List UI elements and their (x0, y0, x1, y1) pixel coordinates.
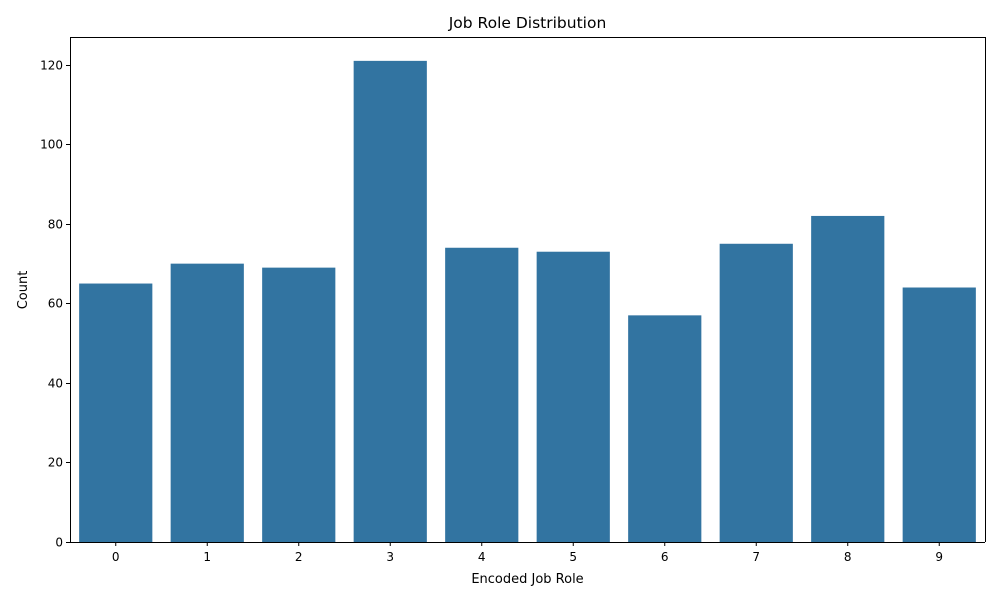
x-tick-label: 4 (478, 550, 486, 564)
bar-4 (445, 247, 519, 542)
bar-7 (719, 243, 793, 542)
bar-6 (628, 315, 702, 542)
x-tick-label: 7 (752, 550, 760, 564)
x-tick-label: 5 (569, 550, 577, 564)
bar-1 (170, 263, 244, 542)
x-tick-label: 8 (844, 550, 852, 564)
y-tick-label: 0 (55, 536, 63, 550)
bars-group (79, 60, 976, 543)
bar-5 (536, 251, 610, 542)
bar-8 (811, 215, 885, 542)
y-tick-label: 80 (48, 218, 63, 232)
y-tick-label: 40 (48, 377, 63, 391)
y-tick-label: 20 (48, 456, 63, 470)
bar-2 (262, 267, 336, 542)
y-axis-label: Count (16, 271, 31, 310)
x-axis-ticks: 0 1 2 3 4 5 6 7 8 9 (112, 542, 943, 564)
y-tick-label: 60 (48, 297, 63, 311)
x-tick-label: 1 (203, 550, 211, 564)
x-tick-label: 3 (386, 550, 394, 564)
chart-title: Job Role Distribution (448, 14, 607, 32)
x-tick-label: 9 (935, 550, 943, 564)
x-tick-label: 6 (661, 550, 669, 564)
y-tick-label: 100 (40, 138, 63, 152)
x-tick-label: 2 (295, 550, 303, 564)
bar-9 (902, 287, 976, 542)
y-tick-label: 120 (40, 59, 63, 73)
bar-3 (353, 60, 427, 543)
x-tick-label: 0 (112, 550, 120, 564)
bar-0 (79, 283, 153, 542)
x-axis-label: Encoded Job Role (471, 572, 583, 587)
y-axis-ticks: 0 20 40 60 80 100 120 (40, 59, 70, 550)
